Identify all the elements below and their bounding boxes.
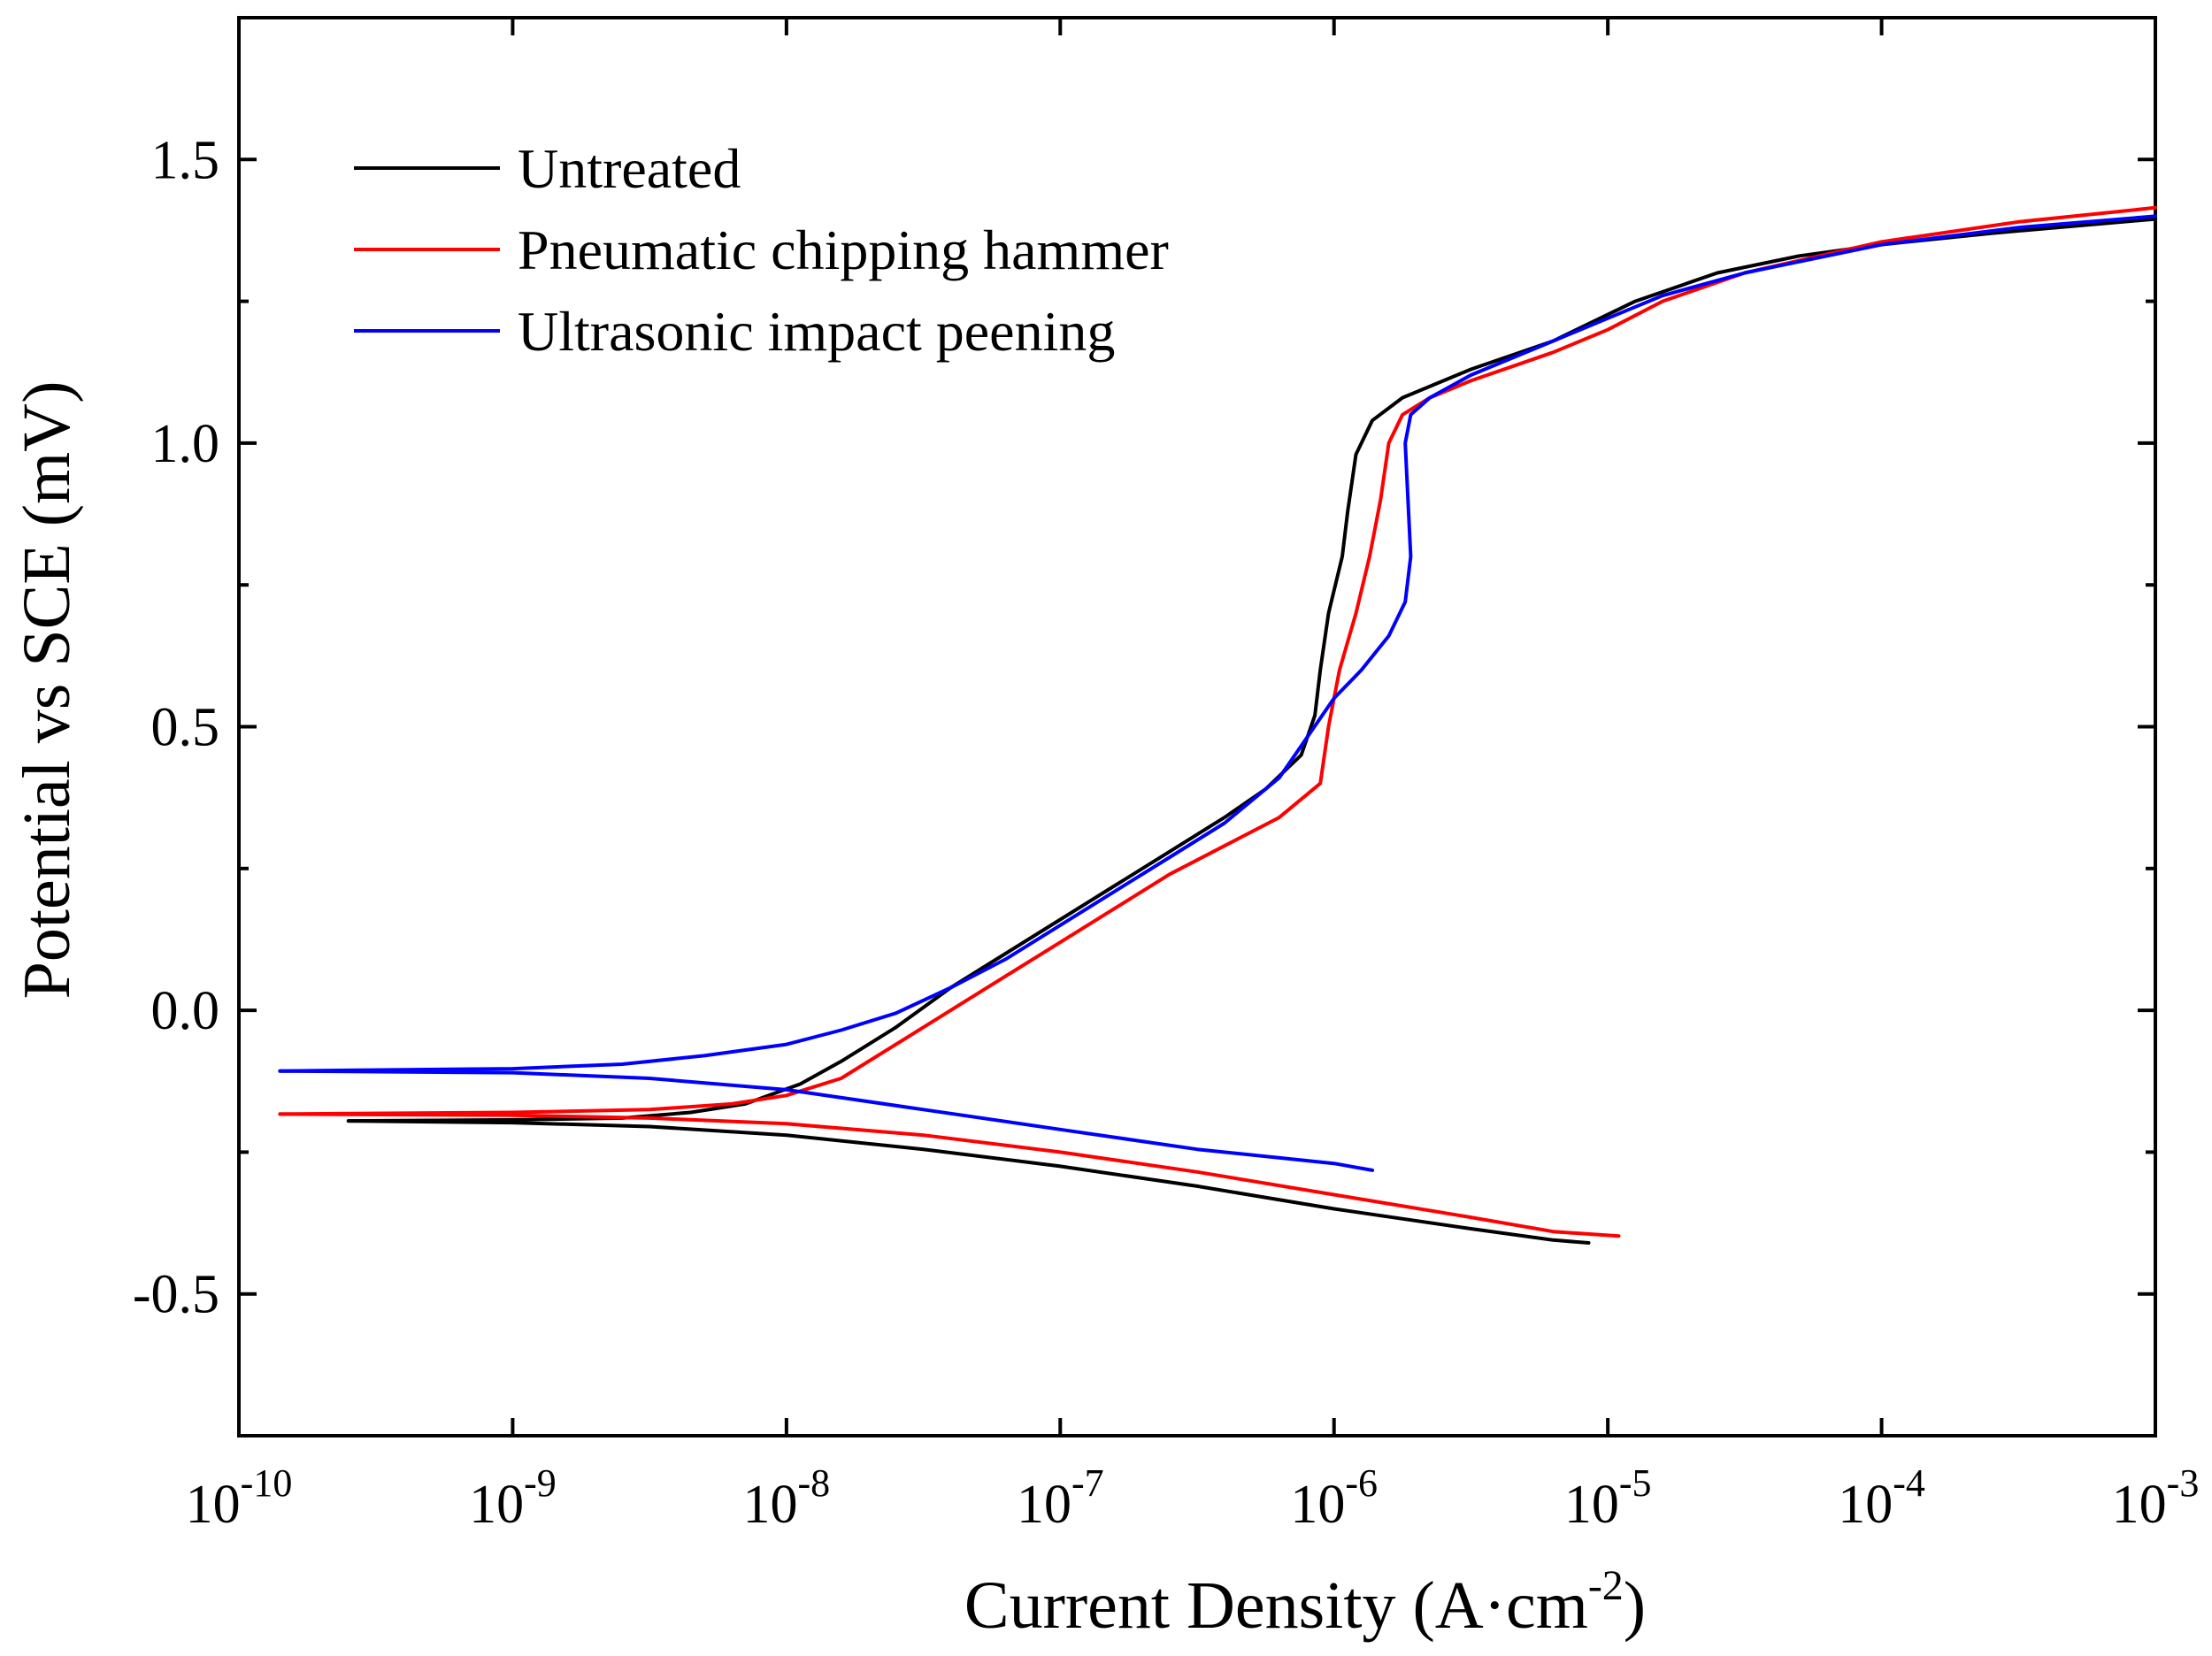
x-tick-label-base: 10 (743, 1475, 798, 1535)
x-tick-label: 10-7 (1017, 1461, 1104, 1535)
x-tick-label-exponent: -10 (241, 1461, 293, 1505)
x-tick-label-base: 10 (2112, 1475, 2167, 1535)
x-tick-label-exponent: -6 (1345, 1461, 1378, 1505)
x-tick-label-exponent: -4 (1893, 1461, 1925, 1505)
legend-label: Pneumatic chipping hammer (518, 218, 1169, 281)
x-tick-label-base: 10 (1290, 1475, 1345, 1535)
x-tick-label: 10-5 (1564, 1461, 1652, 1535)
y-axis-title: Potential vs SCE (mV) (10, 381, 84, 1000)
x-axis-title: Current Density (A·cm-2) (964, 1562, 1646, 1643)
x-tick-label-exponent: -5 (1619, 1461, 1652, 1505)
series-pneumatic-chipping-hammer-cathodic-branch (278, 1112, 1621, 1238)
x-tick-label-exponent: -3 (2167, 1461, 2200, 1505)
x-tick-label: 10-4 (1838, 1461, 1925, 1535)
x-tick-label-exponent: -9 (524, 1461, 557, 1505)
legend: Untreated Pneumatic chipping hammer Ultras… (354, 137, 1169, 363)
legend-label: Ultrasonic impact peening (518, 300, 1115, 363)
series-untreated-cathodic-branch (346, 1119, 1591, 1245)
y-tick-label: 1.5 (151, 130, 220, 190)
series-layer (278, 205, 2157, 1245)
x-tick-label-exponent: -8 (798, 1461, 831, 1505)
x-tick-label: 10-6 (1290, 1461, 1378, 1535)
x-tick-label: 10-9 (469, 1461, 557, 1535)
x-axis-title-superscript: -2 (1588, 1562, 1624, 1609)
series-ultrasonic-impact-peening-cathodic-branch (278, 1069, 1374, 1172)
y-tick-label: -0.5 (133, 1265, 219, 1325)
y-axis-ticks: -0.5 0.0 0.5 1.0 1.5 (133, 16, 2155, 1438)
series-ultrasonic-impact-peening-anodic-branch (278, 214, 2157, 1073)
x-tick-label-base: 10 (1838, 1475, 1893, 1535)
y-tick-label: 0.0 (151, 981, 220, 1041)
x-axis-ticks: 10-10 10-9 10-8 10-7 10-6 10-5 10-4 10-3 (186, 18, 2200, 1535)
y-tick-label: 0.5 (151, 698, 220, 758)
series-pneumatic-chipping-hammer-anodic-branch (278, 205, 2157, 1116)
x-tick-label-exponent: -7 (1071, 1461, 1104, 1505)
x-tick-label-base: 10 (469, 1475, 524, 1535)
x-tick-label-base: 10 (1017, 1475, 1071, 1535)
x-tick-label: 10-3 (2112, 1461, 2200, 1535)
x-tick-label-base: 10 (1564, 1475, 1619, 1535)
x-tick-label: 10-10 (186, 1461, 293, 1535)
x-tick-label: 10-8 (743, 1461, 831, 1535)
legend-label: Untreated (518, 137, 741, 200)
x-tick-label-base: 10 (186, 1475, 241, 1535)
y-tick-label: 1.0 (151, 414, 220, 474)
